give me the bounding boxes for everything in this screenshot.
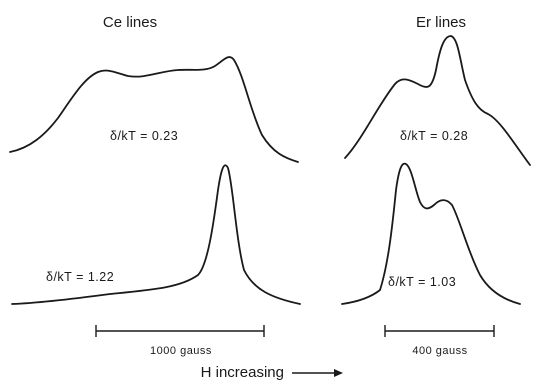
ce-curve-dkt-0-23: [9, 56, 299, 163]
ce-scale-label: 1000 gauss: [150, 345, 212, 357]
x-axis-label: H increasing: [201, 364, 284, 381]
er-lines-title: Er lines: [416, 14, 466, 31]
er-curve-dkt-0-28: [344, 35, 531, 166]
er-scale-label: 400 gauss: [412, 345, 467, 357]
right-arrow-icon: [292, 369, 343, 377]
er-scale-bar: [384, 325, 495, 337]
ce-curve-dkt-1-22: [11, 164, 301, 305]
ce-label-dkt-0-23: δ/kT = 0.23: [110, 129, 178, 143]
er-label-dkt-1-03: δ/kT = 1.03: [388, 275, 456, 289]
ce-lines-title: Ce lines: [103, 14, 157, 31]
ce-scale-bar: [95, 325, 265, 337]
er-curve-dkt-1-03: [341, 162, 521, 305]
ce-label-dkt-1-22: δ/kT = 1.22: [46, 270, 114, 284]
er-label-dkt-0-28: δ/kT = 0.28: [400, 129, 468, 143]
